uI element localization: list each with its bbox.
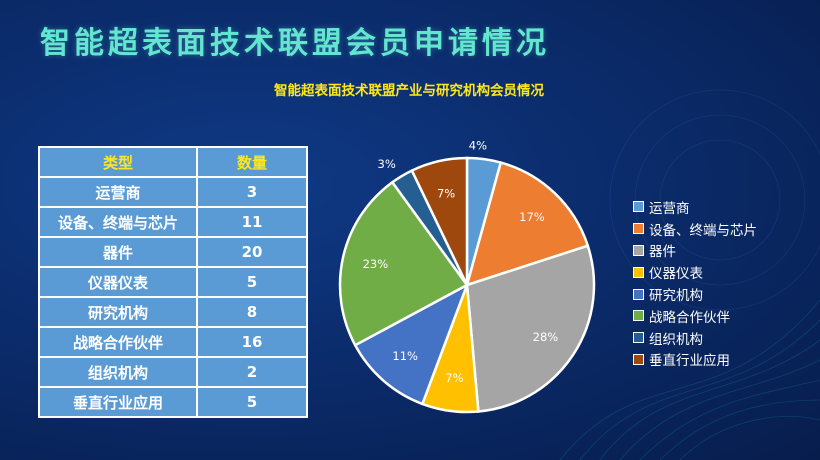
- row-count: 2: [196, 356, 308, 388]
- legend-item: 仪器仪表: [633, 261, 757, 283]
- legend-label: 设备、终端与芯片: [649, 222, 757, 239]
- legend-swatch: [633, 353, 644, 365]
- row-type: 运营商: [38, 176, 198, 208]
- pie-slice-5: [353, 282, 470, 406]
- legend-swatch: [633, 310, 644, 322]
- row-type: 设备、终端与芯片: [38, 206, 198, 238]
- legend-swatch: [633, 288, 644, 300]
- pie-data-label-6: 23%: [363, 257, 389, 271]
- column-header-count: 数量: [196, 146, 308, 178]
- row-count: 5: [196, 386, 308, 418]
- pie-slice-8: [410, 156, 469, 286]
- legend-item: 研究机构: [633, 283, 757, 305]
- pie-data-label-8: 7%: [437, 186, 455, 200]
- column-header-type: 类型: [38, 146, 198, 178]
- legend-swatch: [633, 266, 644, 278]
- legend-label: 垂直行业应用: [649, 353, 730, 370]
- pie-slice-3: [465, 244, 596, 413]
- legend-label: 仪器仪表: [649, 266, 703, 283]
- legend-item: 器件: [633, 240, 757, 262]
- legend-item: 组织机构: [633, 327, 757, 349]
- legend-swatch: [633, 332, 644, 344]
- legend-item: 运营商: [633, 196, 757, 218]
- chart-title: 智能超表面技术联盟产业与研究机构会员情况: [274, 83, 544, 99]
- table-row: 设备、终端与芯片 11: [38, 206, 308, 238]
- table-row: 组织机构 2: [38, 356, 308, 388]
- pie-data-label-4: 7%: [445, 371, 463, 385]
- pie-data-label-2: 17%: [519, 210, 545, 224]
- row-count: 5: [196, 266, 308, 298]
- table-header-row: 类型 数量: [38, 146, 308, 178]
- legend-swatch: [633, 244, 644, 256]
- row-count: 3: [196, 176, 308, 208]
- legend-label: 组织机构: [649, 331, 703, 348]
- page-title: 智能超表面技术联盟会员申请情况: [40, 26, 550, 61]
- row-type: 垂直行业应用: [38, 386, 198, 418]
- pie-data-label-7: 3%: [378, 157, 396, 171]
- table-row: 器件 20: [38, 236, 308, 268]
- row-count: 20: [196, 236, 308, 268]
- member-table: 类型 数量 运营商 3 设备、终端与芯片 11 器件 20 仪器仪表 5 研究机…: [38, 146, 308, 418]
- chart-legend: 运营商 设备、终端与芯片 器件 仪器仪表 研究机构 战略合作伙伴 组织机构 垂直…: [633, 196, 757, 370]
- legend-label: 战略合作伙伴: [649, 309, 730, 326]
- legend-label: 器件: [649, 244, 676, 261]
- row-count: 8: [196, 296, 308, 328]
- legend-label: 运营商: [649, 200, 690, 217]
- row-count: 11: [196, 206, 308, 238]
- table-row: 战略合作伙伴 16: [38, 326, 308, 358]
- table-row: 运营商 3: [38, 176, 308, 208]
- row-type: 器件: [38, 236, 198, 268]
- row-type: 研究机构: [38, 296, 198, 328]
- legend-swatch: [633, 201, 644, 213]
- legend-label: 研究机构: [649, 288, 703, 305]
- table-row: 仪器仪表 5: [38, 266, 308, 298]
- table-row: 垂直行业应用 5: [38, 386, 308, 418]
- legend-item: 战略合作伙伴: [633, 305, 757, 327]
- pie-data-label-5: 11%: [392, 349, 418, 363]
- pie-data-label-1: 4%: [469, 138, 487, 152]
- legend-item: 垂直行业应用: [633, 349, 757, 371]
- legend-item: 设备、终端与芯片: [633, 218, 757, 240]
- legend-swatch: [633, 223, 644, 235]
- table-row: 研究机构 8: [38, 296, 308, 328]
- row-count: 16: [196, 326, 308, 358]
- pie-data-label-3: 28%: [533, 330, 559, 344]
- pie-slice-6: [338, 180, 469, 347]
- row-type: 仪器仪表: [38, 266, 198, 298]
- row-type: 战略合作伙伴: [38, 326, 198, 358]
- row-type: 组织机构: [38, 356, 198, 388]
